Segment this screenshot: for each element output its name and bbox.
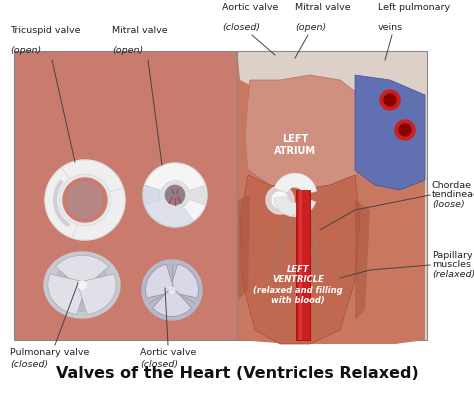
Polygon shape bbox=[245, 75, 380, 190]
Polygon shape bbox=[145, 199, 205, 227]
Polygon shape bbox=[169, 287, 175, 293]
Polygon shape bbox=[169, 264, 199, 298]
Text: (open): (open) bbox=[10, 46, 41, 55]
Polygon shape bbox=[73, 188, 125, 240]
Polygon shape bbox=[62, 160, 123, 192]
Bar bbox=[299, 190, 302, 340]
Text: (closed): (closed) bbox=[222, 23, 260, 32]
Text: (relaxed): (relaxed) bbox=[432, 270, 474, 279]
Polygon shape bbox=[77, 274, 116, 314]
Bar bbox=[237, 51, 427, 340]
Text: (loose): (loose) bbox=[432, 200, 465, 209]
Bar bbox=[14, 51, 237, 340]
Polygon shape bbox=[380, 90, 400, 110]
Text: Tricuspid valve: Tricuspid valve bbox=[10, 26, 81, 35]
Polygon shape bbox=[274, 173, 317, 194]
Polygon shape bbox=[45, 160, 125, 240]
Polygon shape bbox=[399, 124, 411, 136]
Polygon shape bbox=[238, 195, 250, 300]
Text: Papillary: Papillary bbox=[432, 250, 473, 260]
Polygon shape bbox=[384, 94, 396, 106]
Polygon shape bbox=[62, 265, 102, 305]
Polygon shape bbox=[266, 186, 294, 214]
Polygon shape bbox=[238, 60, 425, 344]
Polygon shape bbox=[143, 185, 194, 227]
Polygon shape bbox=[395, 120, 415, 140]
Text: Valves of the Heart (Ventricles Relaxed): Valves of the Heart (Ventricles Relaxed) bbox=[55, 365, 419, 380]
Polygon shape bbox=[355, 75, 425, 190]
Text: LEFT
ATRIUM: LEFT ATRIUM bbox=[274, 134, 316, 156]
Polygon shape bbox=[55, 255, 109, 290]
Text: (closed): (closed) bbox=[10, 359, 48, 369]
Text: tendineae: tendineae bbox=[432, 190, 474, 199]
Text: Mitral valve: Mitral valve bbox=[112, 26, 168, 35]
Polygon shape bbox=[63, 178, 107, 222]
Polygon shape bbox=[142, 260, 202, 320]
Bar bbox=[296, 190, 310, 340]
Text: (open): (open) bbox=[295, 23, 326, 32]
Polygon shape bbox=[165, 185, 184, 205]
Text: Chordae: Chordae bbox=[432, 181, 472, 190]
Polygon shape bbox=[143, 163, 207, 227]
Polygon shape bbox=[44, 252, 120, 318]
Text: Aortic valve: Aortic valve bbox=[140, 348, 196, 357]
Text: veins: veins bbox=[378, 23, 403, 32]
Polygon shape bbox=[67, 182, 102, 218]
Text: Left pulmonary: Left pulmonary bbox=[378, 3, 450, 12]
Polygon shape bbox=[355, 200, 370, 320]
Polygon shape bbox=[145, 163, 205, 190]
Text: Aortic valve: Aortic valve bbox=[222, 3, 278, 12]
Polygon shape bbox=[48, 274, 87, 314]
Polygon shape bbox=[45, 167, 77, 238]
Text: (open): (open) bbox=[112, 46, 143, 55]
Text: muscles: muscles bbox=[432, 260, 471, 269]
Polygon shape bbox=[273, 196, 316, 217]
Polygon shape bbox=[153, 286, 191, 316]
Text: (closed): (closed) bbox=[140, 359, 178, 369]
Polygon shape bbox=[240, 175, 360, 344]
Text: Pulmonary valve: Pulmonary valve bbox=[10, 348, 90, 357]
Polygon shape bbox=[55, 259, 109, 311]
Polygon shape bbox=[272, 192, 288, 208]
Polygon shape bbox=[146, 264, 175, 298]
Text: Mitral valve: Mitral valve bbox=[295, 3, 351, 12]
Polygon shape bbox=[78, 281, 86, 289]
Text: LEFT
VENTRICLE
(relaxed and filling
with blood): LEFT VENTRICLE (relaxed and filling with… bbox=[253, 265, 343, 305]
